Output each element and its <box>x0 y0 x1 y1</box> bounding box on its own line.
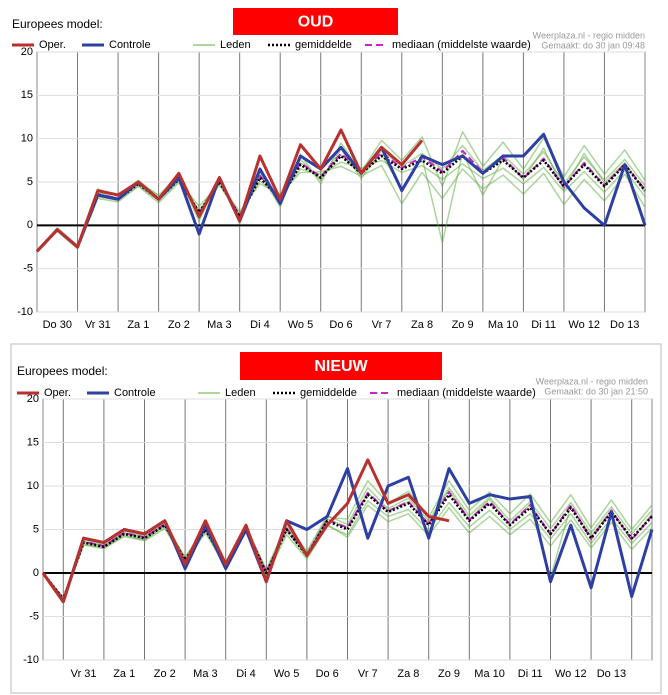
source: Weerplaza.nl - regio midden <box>536 376 648 386</box>
x-tick-label: Do 30 <box>43 319 72 331</box>
legend-label: Oper. <box>39 39 66 51</box>
made: Gemaakt: do 30 jan 21:50 <box>544 386 648 396</box>
x-tick-label: Do 6 <box>316 668 339 680</box>
x-tick-label: Di 4 <box>250 319 270 331</box>
y-tick-label: 5 <box>33 523 39 535</box>
series-line <box>42 493 653 601</box>
x-tick-label: Di 11 <box>518 668 543 680</box>
model-label: Europees model: <box>17 364 108 378</box>
legend-label: mediaan (middelste waarde) <box>392 39 531 51</box>
x-tick-label: Di 4 <box>236 668 256 680</box>
source: Weerplaza.nl - regio midden <box>533 30 645 40</box>
x-tick-label: Vr 7 <box>372 319 392 331</box>
x-tick-label: Wo 5 <box>274 668 299 680</box>
y-tick-label: 20 <box>27 393 39 405</box>
x-tick-label: Di 11 <box>531 319 556 331</box>
legend-label: gemiddelde <box>295 39 352 51</box>
x-tick-label: Za 1 <box>113 668 135 680</box>
x-tick-label: Ma 3 <box>207 319 231 331</box>
x-tick-label: Zo 2 <box>154 668 176 680</box>
x-tick-label: Ma 10 <box>488 319 519 331</box>
model-label: Europees model: <box>12 17 103 31</box>
y-tick-label: -5 <box>23 263 33 275</box>
legend-label: mediaan (middelste waarde) <box>397 387 536 399</box>
legend-label: Leden <box>220 39 251 51</box>
x-tick-label: Za 1 <box>127 319 149 331</box>
y-tick-label: 0 <box>27 219 33 231</box>
x-tick-label: Ma 10 <box>474 668 505 680</box>
x-tick-label: Zo 9 <box>438 668 460 680</box>
panel-frame <box>10 343 662 694</box>
x-tick-label: Wo 12 <box>568 319 600 331</box>
legend-label: Leden <box>225 387 256 399</box>
chart-title: OUD <box>298 14 334 31</box>
x-tick-label: Za 8 <box>397 668 419 680</box>
x-tick-label: Zo 2 <box>168 319 190 331</box>
x-tick-label: Vr 31 <box>71 668 97 680</box>
y-tick-label: 15 <box>21 89 33 101</box>
chart-title: NIEUW <box>314 358 368 375</box>
x-tick-label: Wo 5 <box>288 319 313 331</box>
made: Gemaakt: do 30 jan 09:48 <box>541 40 645 50</box>
x-tick-label: Wo 12 <box>555 668 587 680</box>
series-line <box>36 154 646 253</box>
x-tick-label: Vr 7 <box>358 668 378 680</box>
x-tick-label: Ma 3 <box>193 668 217 680</box>
y-tick-label: 10 <box>27 480 39 492</box>
legend-label: Controle <box>114 387 156 399</box>
title-box <box>240 352 442 380</box>
x-tick-label: Do 6 <box>329 319 352 331</box>
x-tick-label: Za 8 <box>411 319 433 331</box>
title-box <box>233 8 398 35</box>
member-line <box>42 500 653 601</box>
y-tick-label: 5 <box>27 176 33 188</box>
y-tick-label: 20 <box>21 46 33 58</box>
member-line <box>42 504 653 602</box>
y-tick-label: -10 <box>23 654 39 666</box>
y-tick-label: -10 <box>17 306 33 318</box>
y-tick-label: 10 <box>21 133 33 145</box>
x-tick-label: Zo 9 <box>452 319 474 331</box>
y-tick-label: 0 <box>33 567 39 579</box>
legend-label: gemiddelde <box>300 387 357 399</box>
x-tick-label: Vr 31 <box>85 319 111 331</box>
member-line <box>36 164 646 252</box>
legend-label: Controle <box>109 39 151 51</box>
series-line <box>41 458 450 604</box>
legend-label: Oper. <box>44 387 71 399</box>
y-tick-label: 15 <box>27 436 39 448</box>
y-tick-label: -5 <box>29 610 39 622</box>
series-line <box>35 128 424 253</box>
x-tick-label: Do 13 <box>610 319 639 331</box>
x-tick-label: Do 13 <box>597 668 626 680</box>
